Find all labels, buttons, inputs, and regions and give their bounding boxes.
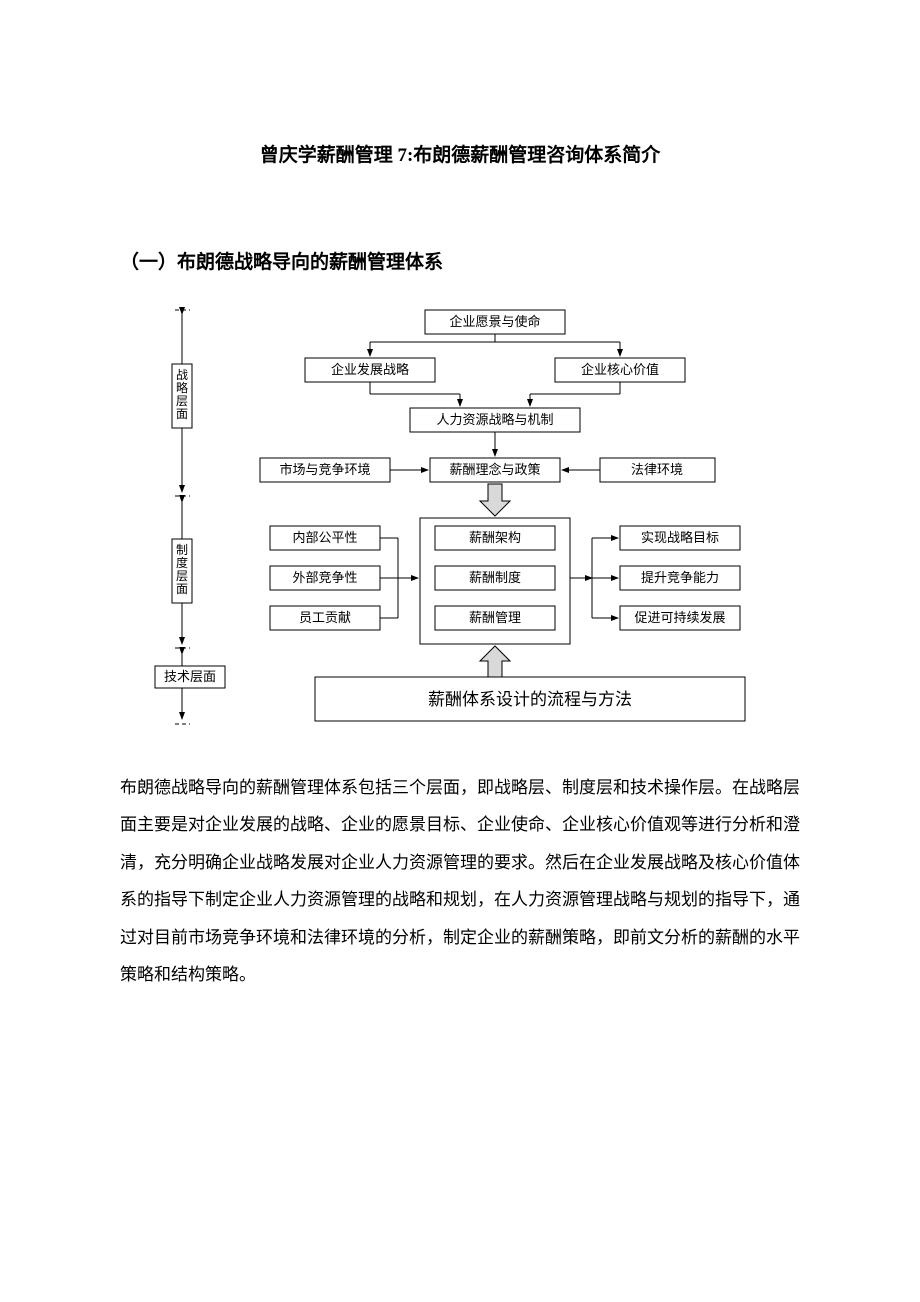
- section-heading: （一）布朗德战略导向的薪酬管理体系: [120, 247, 800, 274]
- node-hr-strategy: 人力资源战略与机制: [436, 412, 553, 427]
- node-dev-strategy: 企业发展战略: [331, 362, 409, 377]
- node-emp-contrib: 员工贡献: [299, 610, 351, 625]
- document-title: 曾庆学薪酬管理 7:布朗德薪酬管理咨询体系简介: [120, 140, 800, 167]
- node-goal-compete: 提升竞争能力: [641, 570, 719, 585]
- node-pay-policy: 薪酬理念与政策: [449, 462, 540, 477]
- node-goal-sustain: 促进可持续发展: [634, 610, 725, 625]
- node-pay-mgmt: 薪酬管理: [469, 610, 521, 625]
- node-pay-system: 薪酬制度: [469, 570, 521, 585]
- node-pay-struct: 薪酬架构: [469, 530, 521, 545]
- side-label-strategy: 战略层面: [176, 368, 188, 421]
- side-label-system: 制度层面: [176, 543, 188, 596]
- node-external-comp: 外部竞争性: [292, 570, 357, 585]
- flowchart-diagram: 战略层面 制度层面 技术层面 企业愿景与使命 企: [150, 304, 770, 739]
- node-vision: 企业愿景与使命: [449, 314, 540, 329]
- body-paragraph: 布朗德战略导向的薪酬管理体系包括三个层面，即战略层、制度层和技术操作层。在战略层…: [120, 769, 800, 993]
- node-legal-env: 法律环境: [631, 462, 683, 477]
- side-label-tech: 技术层面: [164, 669, 216, 684]
- node-market-env: 市场与竞争环境: [279, 462, 370, 477]
- node-process: 薪酬体系设计的流程与方法: [428, 690, 632, 709]
- node-internal-eq: 内部公平性: [292, 530, 357, 545]
- node-goal-strategy: 实现战略目标: [641, 530, 719, 545]
- node-core-value: 企业核心价值: [581, 362, 659, 377]
